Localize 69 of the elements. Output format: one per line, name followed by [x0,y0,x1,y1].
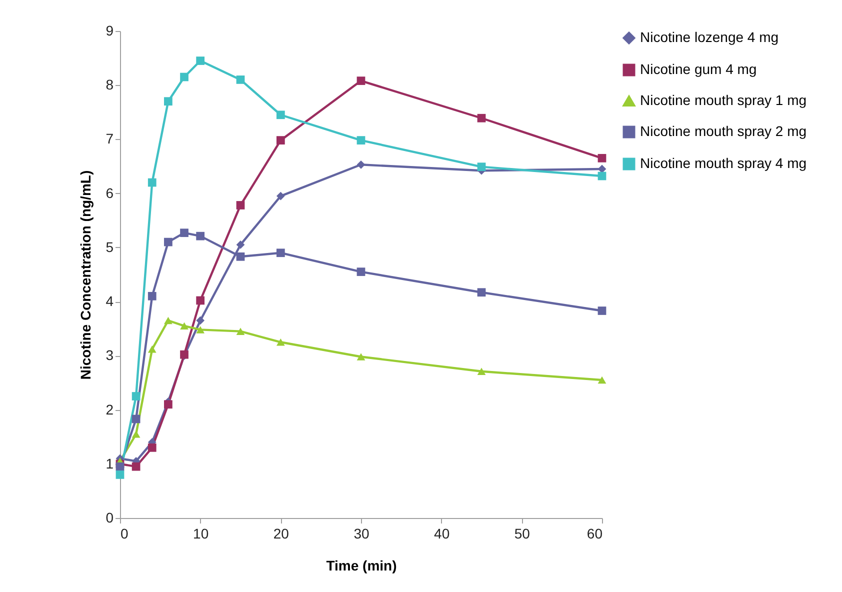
point [236,76,245,84]
point [598,154,606,162]
point [196,232,205,240]
point [164,316,172,324]
point [356,160,366,169]
point [148,178,156,187]
y-tick-label: 2 [106,401,114,418]
point [116,462,124,471]
point [164,97,172,106]
point [180,228,188,238]
point [196,296,205,305]
legend-label: Nicotine mouth spray 2 mg [640,123,807,139]
x-axis-title: Time (min) [326,558,397,574]
legend-label: Nicotine mouth spray 4 mg [640,155,807,171]
point [236,240,245,249]
x-tick-label: 50 [514,526,530,542]
point [196,316,205,325]
point [148,443,156,452]
legend-label: Nicotine lozenge 4 mg [640,29,779,45]
point [356,136,366,144]
point [477,288,486,297]
point [132,392,140,400]
point [132,414,140,424]
legend-label: Nicotine gum 4 mg [640,61,757,77]
x-tick-label: 40 [434,526,450,542]
point [276,110,285,120]
y-axis-title: Nicotine Concentration (ng/mL) [78,170,94,380]
point [196,56,205,65]
x-tick-label: 60 [586,526,603,542]
point [164,400,172,409]
x-tick-label: 0 [120,526,128,542]
point [236,328,245,335]
y-tick-label: 9 [106,22,114,38]
y-tick-label: 5 [106,238,114,255]
point [276,136,285,144]
point [132,430,140,438]
y-tick-label: 7 [106,130,114,147]
point [477,114,486,122]
y-tick-label: 3 [106,347,114,364]
point [236,201,245,210]
point [148,346,156,353]
point [598,306,606,315]
point [236,252,245,261]
y-tick-label: 6 [106,184,114,201]
x-tick-label: 30 [354,526,370,542]
point [148,292,156,300]
point [276,338,285,346]
point [116,470,124,479]
point [276,192,285,200]
y-tick-label: 4 [106,293,114,310]
point [356,76,366,85]
point [276,248,285,258]
x-tick-label: 20 [273,526,290,542]
point [132,462,140,471]
point [180,322,188,330]
point [164,238,172,246]
y-tick-label: 0 [106,510,114,526]
point [598,376,606,384]
point [180,72,188,82]
point [477,368,486,375]
x-tick-label: 10 [193,526,209,542]
y-tick-label: 8 [106,76,114,93]
point [356,353,366,360]
point [356,268,366,276]
point [477,162,486,172]
point [196,326,205,334]
point [598,172,606,180]
legend-label: Nicotine mouth spray 1 mg [640,92,807,108]
y-tick-label: 1 [106,455,114,472]
